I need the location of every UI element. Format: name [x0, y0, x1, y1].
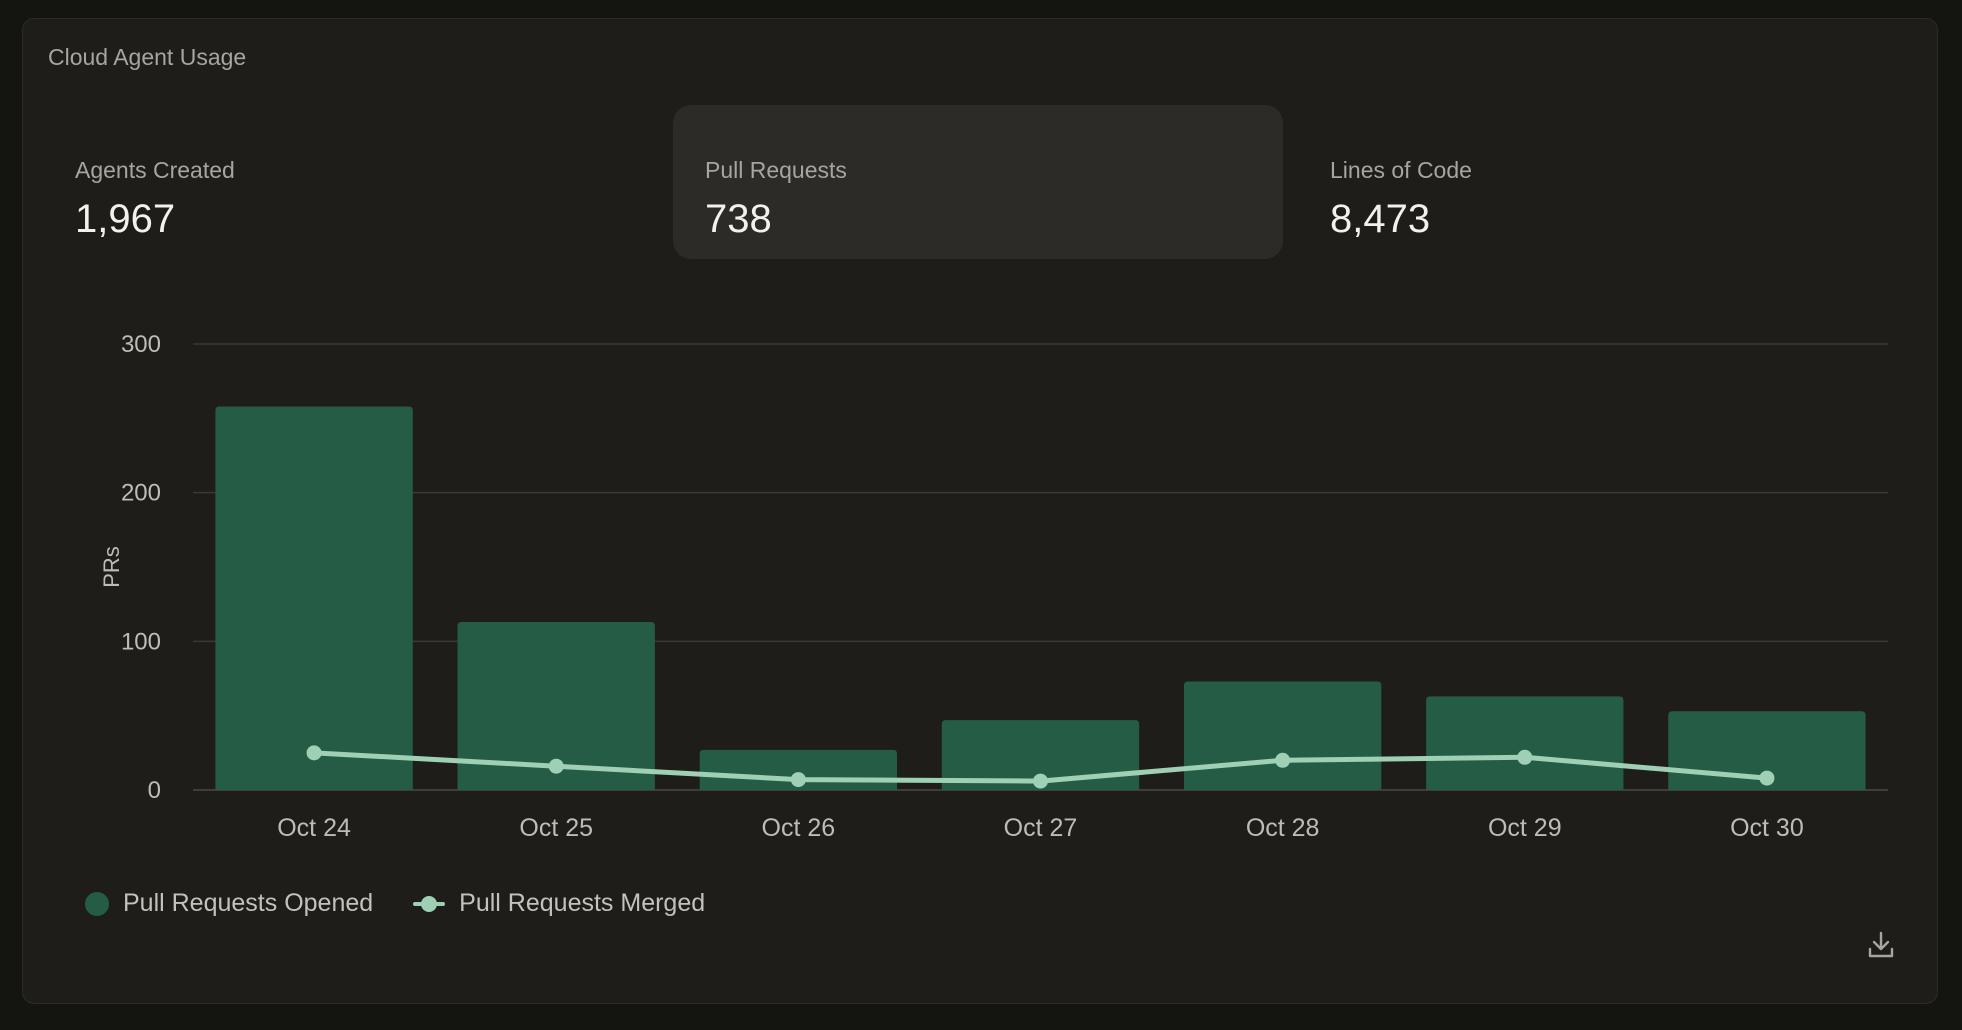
- stat-value: 738: [705, 197, 772, 241]
- point-pull-requests-merged: [1517, 749, 1533, 765]
- stat-pull-requests[interactable]: Pull Requests 738: [673, 105, 1283, 259]
- bar-pull-requests-opened: [215, 406, 413, 790]
- y-tick-label: 0: [148, 777, 161, 804]
- x-tick-label: Oct 30: [1730, 814, 1804, 842]
- stat-label: Agents Created: [75, 157, 235, 183]
- point-pull-requests-merged: [1275, 752, 1291, 768]
- download-icon: [1868, 931, 1894, 958]
- chart-legend: Pull Requests Opened Pull Requests Merge…: [85, 889, 705, 918]
- x-tick-label: Oct 24: [277, 814, 351, 842]
- stat-value: 1,967: [75, 197, 176, 241]
- stat-label: Pull Requests: [705, 157, 847, 183]
- stat-lines-of-code[interactable]: Lines of Code 8,473: [1298, 105, 1908, 259]
- card-title: Cloud Agent Usage: [48, 44, 247, 70]
- stat-agents-created[interactable]: Agents Created 1,967: [43, 105, 653, 259]
- y-axis-label: PRs: [99, 546, 124, 588]
- point-pull-requests-merged: [306, 745, 322, 761]
- x-tick-label: Oct 26: [762, 814, 836, 842]
- point-pull-requests-merged: [1759, 770, 1775, 786]
- legend-item-merged[interactable]: Pull Requests Merged: [413, 889, 705, 918]
- legend-item-opened[interactable]: Pull Requests Opened: [85, 889, 373, 918]
- legend-bar-swatch: [85, 891, 109, 916]
- y-tick-label: 200: [121, 480, 161, 507]
- x-tick-label: Oct 25: [519, 814, 593, 842]
- pull-requests-chart: 0 100 200 300 PRs Oct 24 Oct 25 Oct 26 Oct 27 Oct…: [99, 331, 1888, 842]
- point-pull-requests-merged: [1033, 773, 1048, 789]
- bar-pull-requests-opened: [1183, 681, 1382, 790]
- bar-pull-requests-opened: [457, 622, 655, 790]
- y-tick-label: 100: [121, 628, 161, 655]
- stat-label: Lines of Code: [1330, 157, 1472, 183]
- x-tick-label: Oct 29: [1488, 814, 1562, 842]
- bar-pull-requests-opened: [1426, 696, 1624, 790]
- download-button[interactable]: [1865, 929, 1897, 961]
- bar-pull-requests-opened: [1668, 711, 1866, 790]
- x-tick-label: Oct 27: [1004, 814, 1078, 842]
- x-tick-label: Oct 28: [1246, 814, 1320, 842]
- legend-label: Pull Requests Opened: [123, 889, 374, 917]
- point-pull-requests-merged: [790, 772, 806, 788]
- cloud-agent-usage-card: Cloud Agent Usage Agents Created 1,967 P…: [22, 18, 1938, 1004]
- stat-value: 8,473: [1330, 197, 1431, 241]
- legend-line-swatch: [413, 892, 446, 916]
- point-pull-requests-merged: [548, 758, 564, 774]
- bar-pull-requests-opened: [941, 720, 1140, 790]
- y-tick-label: 300: [121, 331, 161, 358]
- legend-label: Pull Requests Merged: [459, 889, 706, 917]
